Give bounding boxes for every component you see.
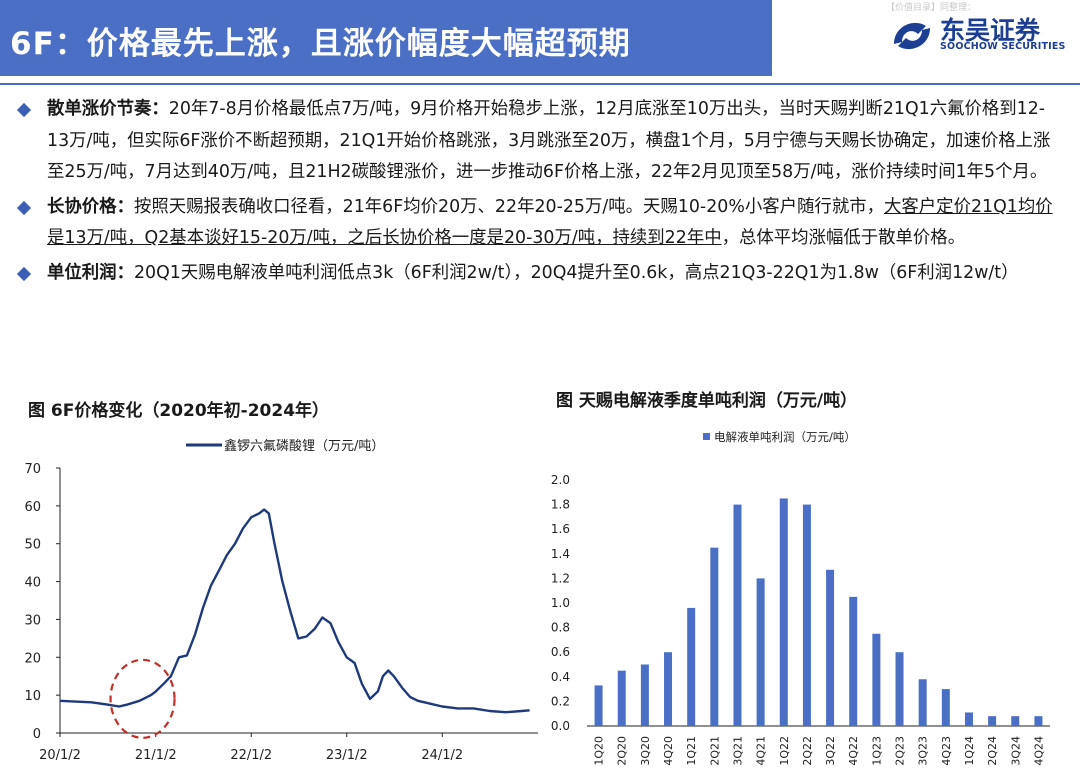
x-tick-label: 23/1/2: [326, 748, 368, 763]
x-tick-label: 1Q23: [870, 736, 883, 766]
bar-3Q24: [1011, 716, 1020, 726]
bar-4Q20: [664, 652, 673, 726]
bullet-text: 20Q1天赐电解液单吨利润低点3k（6F利润2w/t），20Q4提升至0.6k，…: [133, 262, 1019, 283]
left-chart-title: 图 6F价格变化（2020年初-2024年）: [28, 401, 330, 421]
bullet-item-unit-profit: 单位利润：20Q1天赐电解液单吨利润低点3k（6F利润2w/t），20Q4提升至…: [16, 258, 1066, 290]
x-tick-label: 2Q21: [708, 736, 721, 766]
bar-4Q22: [849, 596, 858, 726]
bar-4Q21: [756, 578, 765, 726]
bullet-item-long-term-price: 长协价格：按照天赐报表确收口径看，21年6F均价20万、22年20-25万/吨。…: [16, 192, 1066, 255]
x-tick-label: 4Q21: [755, 736, 768, 766]
x-tick-label: 2Q22: [801, 736, 814, 766]
logo-mark-icon: [894, 22, 930, 50]
logo-cn: 东吴证券: [940, 16, 1041, 45]
x-tick-label: 3Q20: [639, 736, 652, 766]
x-tick-label: 3Q23: [917, 736, 930, 766]
bar-3Q21: [733, 504, 742, 726]
bar-4Q23: [941, 689, 950, 726]
y-tick-label: 1.4: [551, 547, 570, 561]
y-tick-label: 1.0: [551, 596, 570, 610]
x-tick-label: 2Q23: [894, 736, 907, 766]
bar-1Q23: [872, 633, 881, 726]
x-tick-label: 20/1/2: [39, 748, 81, 763]
logo-en: SOOCHOW SECURITIES: [940, 41, 1066, 52]
x-tick-label: 4Q20: [662, 736, 675, 766]
y-tick-label: 30: [24, 613, 41, 628]
bullet-text: 20年7-8月价格最低点7万/吨，9月价格开始稳步上涨，12月底涨至10万出头，…: [47, 99, 1051, 182]
x-tick-label: 4Q24: [1032, 736, 1045, 766]
right-chart-title: 图 天赐电解液季度单吨利润（万元/吨）: [556, 391, 858, 411]
y-tick-label: 1.6: [551, 522, 570, 536]
bar-2Q21: [710, 547, 719, 726]
y-tick-label: 40: [24, 576, 41, 591]
x-tick-label: 22/1/2: [230, 748, 272, 763]
legend-label: 电解液单吨利润（万元/吨）: [714, 430, 856, 444]
x-tick-label: 3Q22: [824, 736, 837, 766]
y-tick-label: 2.0: [551, 473, 570, 487]
page-title: 6F：价格最先上涨，且涨价幅度大幅超预期: [10, 26, 631, 62]
x-tick-label: 2Q24: [986, 736, 999, 766]
title-bar: 6F：价格最先上涨，且涨价幅度大幅超预期: [0, 0, 772, 76]
bullet-text: 按照天赐报表确收口径看，21年6F均价20万、22年20-25万/吨。天赐10-…: [133, 196, 884, 217]
y-tick-label: 1.2: [551, 571, 570, 585]
x-tick-label: 1Q22: [778, 736, 791, 766]
y-tick-label: 0.8: [551, 621, 570, 635]
bullet-head: 长协价格：: [47, 196, 134, 217]
bar-2Q22: [802, 504, 811, 726]
y-tick-label: 0.2: [551, 694, 570, 708]
bar-3Q22: [826, 569, 835, 726]
soochow-logo: 东吴证券 SOOCHOW SECURITIES: [886, 8, 1076, 66]
price-line-chart: 0 10 20 30 40 50 60 70 20/1/2 21/1/2 22/1/2 23/1/2 2…: [24, 438, 538, 763]
x-tick-label: 4Q22: [847, 736, 860, 766]
x-tick-label: 3Q21: [731, 736, 744, 766]
bar-2Q23: [895, 652, 904, 726]
profit-bar-chart: 0.0 0.2 0.4 0.6 0.8 1.0 1.2 1.4 1.6 1.8 2.0 1Q20 2Q2…: [551, 430, 1050, 766]
legend-label: 鑫锣六氟磷酸锂（万元/吨）: [224, 438, 384, 454]
y-tick-label: 50: [24, 538, 41, 553]
x-tick-label: 1Q21: [685, 736, 698, 766]
bullet-tail-text: ，总体平均涨幅低于散单价格。: [721, 228, 966, 248]
bar-3Q20: [640, 664, 649, 726]
y-tick-label: 0: [33, 727, 41, 742]
x-tick-label: 3Q24: [1009, 736, 1022, 766]
diamond-bullet-icon: [16, 266, 32, 281]
bar-1Q21: [687, 607, 696, 726]
bullet-underlined-text: 大客户定价21Q1均价是13万/吨，Q2基本谈好15-20万/吨，之后长协价格一…: [47, 196, 1053, 249]
legend-bar-swatch: [703, 433, 710, 440]
bar-2Q24: [988, 716, 997, 726]
y-tick-label: 70: [24, 462, 41, 477]
x-tick-label: 24/1/2: [421, 748, 463, 763]
x-tick-label: 4Q23: [940, 736, 953, 766]
y-tick-label: 0.4: [551, 670, 570, 684]
title-rule: [0, 83, 1080, 85]
bullet-list: 散单涨价节奏：20年7-8月价格最低点7万/吨，9月价格开始稳步上涨，12月底涨…: [16, 94, 1066, 292]
watermark-text: 【价值目录】同整理：: [886, 3, 977, 13]
bullet-head: 散单涨价节奏：: [47, 99, 169, 119]
y-tick-label: 10: [24, 689, 41, 704]
bar-2Q20: [617, 670, 626, 726]
diamond-bullet-icon: [16, 200, 32, 215]
y-tick-label: 60: [24, 500, 41, 515]
x-tick-label: 2Q20: [616, 736, 629, 766]
bar-3Q23: [918, 679, 927, 726]
bar-1Q22: [779, 498, 788, 726]
bar-4Q24: [1034, 716, 1043, 726]
diamond-bullet-icon: [16, 102, 32, 118]
bar-1Q20: [594, 685, 603, 726]
x-tick-label: 1Q24: [963, 736, 976, 766]
y-tick-label: 20: [24, 651, 41, 666]
y-tick-label: 0.6: [551, 645, 570, 659]
y-tick-label: 1.8: [551, 498, 570, 512]
bar-1Q24: [964, 712, 973, 726]
x-tick-label: 1Q20: [593, 736, 606, 766]
price-series-line: [59, 508, 530, 714]
bullet-head: 单位利润：: [47, 262, 134, 283]
bullet-item-price-rhythm: 散单涨价节奏：20年7-8月价格最低点7万/吨，9月价格开始稳步上涨，12月底涨…: [16, 94, 1066, 189]
y-tick-label: 0.0: [551, 719, 570, 733]
x-tick-label: 21/1/2: [135, 748, 177, 763]
